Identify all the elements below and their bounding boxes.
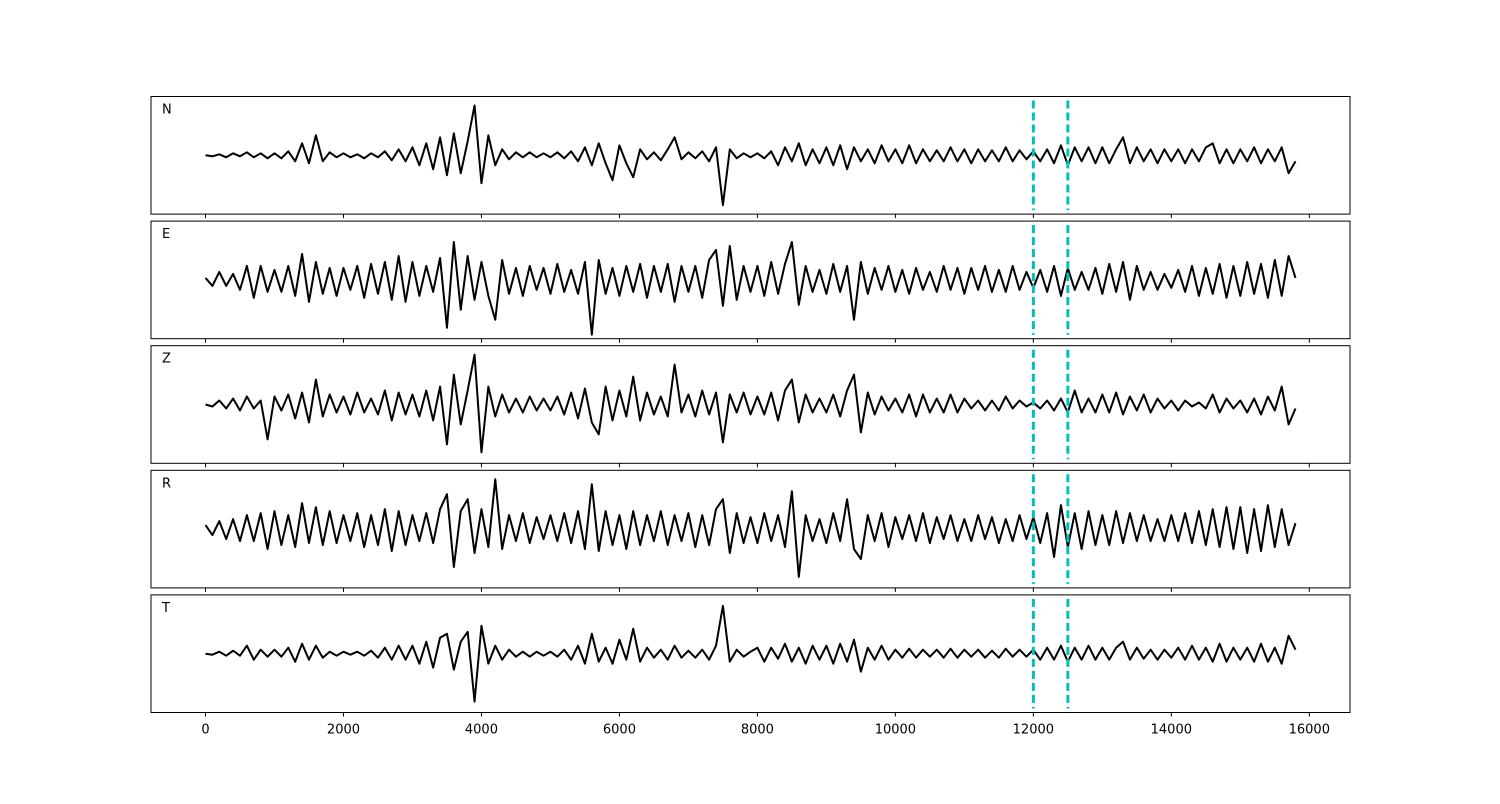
x-tick-label: 12000: [1013, 723, 1054, 738]
x-tick-label: 16000: [1289, 723, 1330, 738]
waveform: [205, 604, 1297, 703]
waveform: [205, 104, 1297, 207]
panel-frame: [150, 96, 1351, 215]
panel-frame: [150, 594, 1351, 714]
panel-frame: [150, 220, 1351, 340]
x-tick-label: 4000: [465, 723, 498, 738]
panel-frame: [150, 345, 1351, 464]
waveform: [205, 353, 1297, 454]
x-tick-label: 14000: [1151, 723, 1192, 738]
x-tick-label: 10000: [875, 723, 916, 738]
waveform: [204, 478, 1297, 578]
x-tick-label: 8000: [741, 723, 774, 738]
panel-frame: [150, 469, 1351, 589]
panel-label: E: [162, 227, 170, 242]
x-tick-label: 6000: [603, 723, 636, 738]
panel-label: T: [161, 601, 170, 616]
x-tick-label: 0: [201, 723, 209, 738]
panel-label: Z: [162, 352, 171, 367]
waveform: [204, 241, 1297, 336]
panel-label: R: [162, 476, 171, 491]
panel-label: N: [162, 103, 172, 118]
x-tick-label: 2000: [327, 723, 360, 738]
